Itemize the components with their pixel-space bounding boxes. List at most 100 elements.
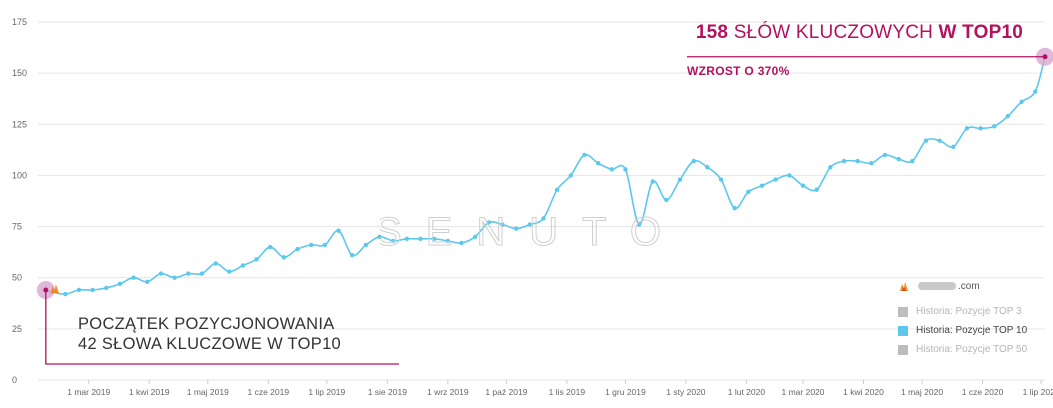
data-point	[268, 244, 273, 250]
top-annotation: 158 SŁÓW KLUCZOWYCH W TOP10	[696, 22, 1023, 44]
data-point	[855, 158, 860, 164]
legend-swatch-top50	[898, 344, 908, 355]
x-tick-label: 1 maj 2019	[187, 387, 229, 397]
y-tick-label: 25	[12, 324, 22, 334]
top-annotation-title: 158 SŁÓW KLUCZOWYCH W TOP10	[696, 22, 1023, 44]
data-point	[131, 275, 136, 280]
data-point	[896, 156, 901, 162]
data-point	[732, 205, 737, 211]
data-point	[240, 263, 246, 268]
x-tick-label: 1 lip 2019	[308, 387, 345, 397]
bottom-annotation-line2: 42 SŁOWA KLUCZOWE W TOP10	[78, 335, 342, 353]
data-point	[527, 222, 532, 227]
data-point	[431, 236, 437, 242]
data-point	[568, 173, 573, 178]
legend-swatch-top10	[898, 325, 908, 336]
data-point	[787, 173, 792, 178]
x-tick-label: 1 sie 2019	[368, 387, 407, 397]
data-point	[923, 138, 929, 143]
legend-item-top10[interactable]: Historia: Pozycje TOP 10	[898, 321, 1027, 340]
data-point	[295, 246, 300, 252]
y-tick-label: 75	[12, 222, 22, 232]
data-point	[650, 179, 655, 184]
data-point	[828, 165, 833, 170]
data-point	[746, 189, 751, 194]
top-annotation-mid: SŁÓW KLUCZOWYCH	[733, 22, 934, 43]
legend-domain-suffix: .com	[958, 280, 980, 292]
x-tick-label: 1 gru 2019	[605, 387, 646, 397]
blurred-domain	[918, 282, 956, 290]
data-point	[1019, 99, 1024, 104]
data-point	[554, 187, 560, 192]
data-point	[63, 291, 68, 297]
x-tick-label: 1 paź 2019	[485, 387, 527, 397]
x-tick-label: 1 cze 2019	[247, 387, 289, 397]
chart-legend: .com Historia: Pozycje TOP 3 Historia: P…	[898, 280, 1027, 359]
data-point	[937, 138, 942, 143]
data-point	[814, 187, 819, 192]
data-point	[609, 167, 614, 172]
data-point	[459, 240, 464, 246]
data-point	[623, 167, 628, 172]
data-point	[800, 183, 806, 188]
data-point	[363, 242, 369, 248]
data-point	[910, 158, 915, 164]
data-point	[254, 257, 259, 262]
data-point	[978, 126, 983, 131]
y-tick-label: 125	[12, 119, 27, 129]
data-point	[718, 177, 724, 182]
data-point	[117, 281, 123, 287]
start-callout-line	[45, 289, 399, 365]
data-point	[472, 234, 478, 239]
data-point	[882, 152, 888, 158]
data-point	[691, 158, 696, 164]
x-tick-label: 1 cze 2020	[962, 387, 1004, 397]
y-tick-label: 150	[12, 68, 27, 78]
data-point	[1033, 89, 1038, 94]
y-tick-label: 0	[12, 375, 17, 385]
x-tick-label: 1 lip 2020	[1023, 387, 1053, 397]
y-tick-label: 50	[12, 273, 22, 283]
data-point	[759, 183, 765, 188]
data-point	[582, 152, 587, 158]
data-point	[636, 222, 642, 227]
data-point	[349, 253, 355, 258]
data-point	[595, 160, 601, 166]
x-tick-label: 1 kwi 2019	[129, 387, 170, 397]
top-annotation-end: W TOP10	[938, 22, 1023, 43]
data-point	[869, 160, 874, 166]
x-tick-label: 1 kwi 2020	[843, 387, 884, 397]
data-point	[213, 261, 218, 266]
y-tick-label: 100	[12, 170, 27, 180]
data-point	[390, 238, 396, 244]
x-tick-label: 1 mar 2020	[782, 387, 825, 397]
x-tick-label: 1 maj 2020	[901, 387, 943, 397]
data-point	[418, 236, 423, 242]
data-point	[664, 197, 669, 203]
data-point	[281, 255, 287, 260]
top-annotation-subtitle: WZROST O 370%	[687, 64, 790, 78]
data-point	[377, 234, 382, 239]
data-point	[513, 226, 519, 231]
data-point	[500, 222, 505, 227]
data-point	[486, 220, 492, 225]
data-point	[322, 242, 328, 248]
data-point	[773, 177, 778, 182]
legend-label-top10: Historia: Pozycje TOP 10	[916, 325, 1028, 336]
legend-swatch-top3	[898, 306, 908, 317]
data-point	[309, 242, 314, 248]
data-point	[186, 271, 191, 276]
legend-item-top50[interactable]: Historia: Pozycje TOP 50	[898, 340, 1027, 359]
data-point	[541, 216, 546, 221]
data-point	[158, 271, 164, 276]
data-point	[964, 126, 970, 131]
data-point	[145, 279, 150, 285]
legend-label-top3: Historia: Pozycje TOP 3	[916, 306, 1022, 317]
data-point	[951, 144, 956, 149]
legend-item-top3[interactable]: Historia: Pozycje TOP 3	[898, 302, 1027, 321]
data-point	[445, 238, 451, 244]
data-point	[404, 236, 410, 242]
data-point	[199, 271, 205, 276]
